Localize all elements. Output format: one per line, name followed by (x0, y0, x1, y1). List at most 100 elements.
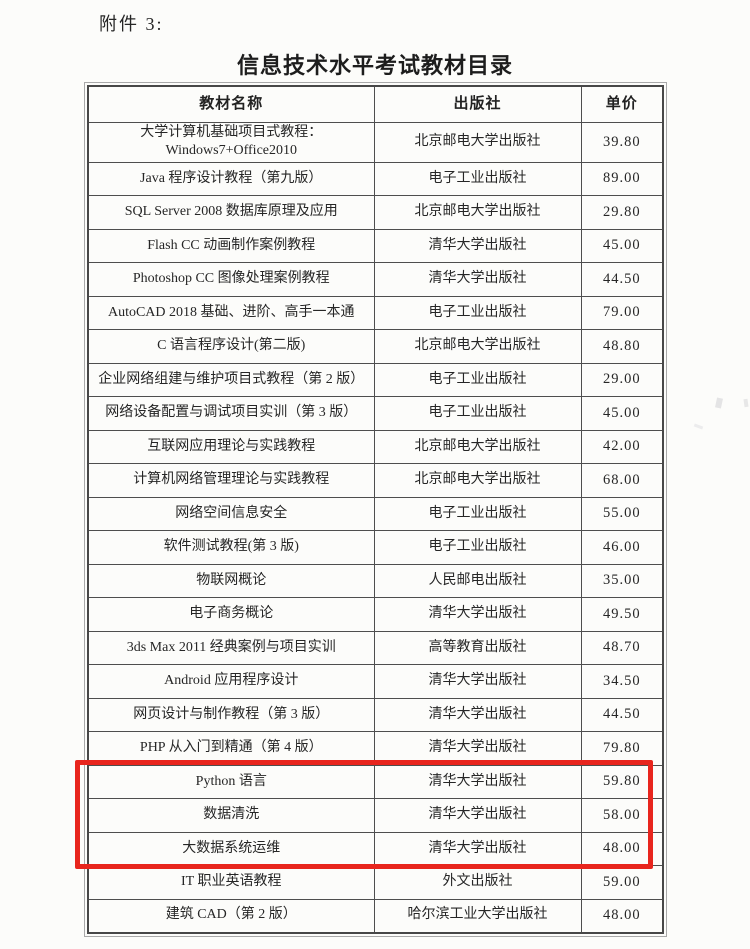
cell-price: 42.00 (580, 429, 664, 464)
cell-price: 44.50 (580, 262, 664, 297)
cell-price: 45.00 (580, 396, 664, 431)
cell-publisher: 电子工业出版社 (373, 496, 582, 531)
table-row: Python 语言 清华大学出版社 59.80 (87, 764, 664, 799)
cell-price: 89.00 (580, 161, 664, 196)
table-row: 计算机网络管理理论与实践教程 北京邮电大学出版社 68.00 (87, 463, 664, 498)
cell-price: 48.00 (580, 898, 664, 933)
table-row: 大数据系统运维 清华大学出版社 48.00 (87, 831, 664, 866)
cell-publisher: 外文出版社 (373, 865, 582, 900)
cell-name: 物联网概论 (87, 563, 375, 598)
table-row: Java 程序设计教程（第九版） 电子工业出版社 89.00 (87, 161, 664, 196)
cell-price: 48.80 (580, 329, 664, 364)
cell-publisher: 清华大学出版社 (373, 697, 582, 732)
cell-publisher: 清华大学出版社 (373, 831, 582, 866)
attachment-label: 附件 3: (99, 14, 164, 34)
cell-name: 软件测试教程(第 3 版) (87, 530, 375, 565)
cell-publisher: 北京邮电大学出版社 (373, 121, 582, 163)
scan-artifact (693, 423, 704, 430)
cell-name: 3ds Max 2011 经典案例与项目实训 (87, 630, 375, 665)
scan-artifact (743, 398, 749, 408)
table-row: 网页设计与制作教程（第 3 版） 清华大学出版社 44.50 (87, 697, 664, 732)
table-row: 网络空间信息安全 电子工业出版社 55.00 (87, 496, 664, 531)
table-row: C 语言程序设计(第二版) 北京邮电大学出版社 48.80 (87, 329, 664, 364)
table-row: 数据清洗 清华大学出版社 58.00 (87, 798, 664, 833)
cell-publisher: 北京邮电大学出版社 (373, 195, 582, 230)
table-row: 软件测试教程(第 3 版) 电子工业出版社 46.00 (87, 530, 664, 565)
cell-name: 网络空间信息安全 (87, 496, 375, 531)
cell-publisher: 清华大学出版社 (373, 262, 582, 297)
cell-publisher: 北京邮电大学出版社 (373, 463, 582, 498)
table-row: 企业网络组建与维护项目式教程（第 2 版） 电子工业出版社 29.00 (87, 362, 664, 397)
cell-price: 59.80 (580, 764, 664, 799)
table-row: 电子商务概论 清华大学出版社 49.50 (87, 597, 664, 632)
cell-name: 计算机网络管理理论与实践教程 (87, 463, 375, 498)
cell-price: 48.00 (580, 831, 664, 866)
cell-price: 45.00 (580, 228, 664, 263)
cell-name: IT 职业英语教程 (87, 865, 375, 900)
cell-price: 29.00 (580, 362, 664, 397)
cell-publisher: 清华大学出版社 (373, 664, 582, 699)
cell-publisher: 清华大学出版社 (373, 798, 582, 833)
cell-price: 34.50 (580, 664, 664, 699)
column-header-price: 单价 (580, 85, 664, 123)
cell-publisher: 高等教育出版社 (373, 630, 582, 665)
cell-price: 59.00 (580, 865, 664, 900)
table-row: 物联网概论 人民邮电出版社 35.00 (87, 563, 664, 598)
scan-artifact (715, 397, 723, 409)
cell-name: AutoCAD 2018 基础、进阶、高手一本通 (87, 295, 375, 330)
cell-price: 55.00 (580, 496, 664, 531)
table-row: SQL Server 2008 数据库原理及应用 北京邮电大学出版社 29.80 (87, 195, 664, 230)
table-row: AutoCAD 2018 基础、进阶、高手一本通 电子工业出版社 79.00 (87, 295, 664, 330)
table-row: 互联网应用理论与实践教程 北京邮电大学出版社 42.00 (87, 429, 664, 464)
table-row: 建筑 CAD（第 2 版） 哈尔滨工业大学出版社 48.00 (87, 898, 664, 933)
table-row: PHP 从入门到精通（第 4 版） 清华大学出版社 79.80 (87, 731, 664, 766)
cell-publisher: 电子工业出版社 (373, 362, 582, 397)
cell-name: SQL Server 2008 数据库原理及应用 (87, 195, 375, 230)
cell-name: Photoshop CC 图像处理案例教程 (87, 262, 375, 297)
cell-publisher: 电子工业出版社 (373, 530, 582, 565)
table-row: 大学计算机基础项目式教程： Windows7+Office2010 北京邮电大学出… (87, 121, 664, 163)
cell-publisher: 人民邮电出版社 (373, 563, 582, 598)
cell-name: 数据清洗 (87, 798, 375, 833)
cell-price: 49.50 (580, 597, 664, 632)
cell-price: 29.80 (580, 195, 664, 230)
cell-name: 网页设计与制作教程（第 3 版） (87, 697, 375, 732)
cell-price: 48.70 (580, 630, 664, 665)
cell-publisher: 电子工业出版社 (373, 161, 582, 196)
cell-name: 互联网应用理论与实践教程 (87, 429, 375, 464)
cell-publisher: 清华大学出版社 (373, 731, 582, 766)
cell-name: Flash CC 动画制作案例教程 (87, 228, 375, 263)
table-header-row: 教材名称 出版社 单价 (87, 85, 664, 123)
cell-price: 35.00 (580, 563, 664, 598)
table-row: IT 职业英语教程 外文出版社 59.00 (87, 865, 664, 900)
cell-price: 39.80 (580, 121, 664, 163)
cell-price: 68.00 (580, 463, 664, 498)
cell-name: 电子商务概论 (87, 597, 375, 632)
textbook-catalog-table: 教材名称 出版社 单价 大学计算机基础项目式教程： Windows7+Offic… (84, 82, 667, 937)
cell-name: Python 语言 (87, 764, 375, 799)
cell-name: C 语言程序设计(第二版) (87, 329, 375, 364)
cell-publisher: 电子工业出版社 (373, 295, 582, 330)
table-row: 3ds Max 2011 经典案例与项目实训 高等教育出版社 48.70 (87, 630, 664, 665)
table-body: 大学计算机基础项目式教程： Windows7+Office2010 北京邮电大学出… (87, 121, 664, 933)
cell-name: 大学计算机基础项目式教程： Windows7+Office2010 (87, 121, 375, 163)
cell-publisher: 北京邮电大学出版社 (373, 329, 582, 364)
column-header-name: 教材名称 (87, 85, 375, 123)
cell-price: 79.00 (580, 295, 664, 330)
cell-name: 企业网络组建与维护项目式教程（第 2 版） (87, 362, 375, 397)
cell-publisher: 清华大学出版社 (373, 228, 582, 263)
cell-name: PHP 从入门到精通（第 4 版） (87, 731, 375, 766)
table-row: Photoshop CC 图像处理案例教程 清华大学出版社 44.50 (87, 262, 664, 297)
table-row: 网络设备配置与调试项目实训（第 3 版） 电子工业出版社 45.00 (87, 396, 664, 431)
cell-publisher: 电子工业出版社 (373, 396, 582, 431)
cell-price: 46.00 (580, 530, 664, 565)
cell-price: 44.50 (580, 697, 664, 732)
cell-name: 网络设备配置与调试项目实训（第 3 版） (87, 396, 375, 431)
page-title: 信息技术水平考试教材目录 (236, 53, 513, 78)
table-row: Android 应用程序设计 清华大学出版社 34.50 (87, 664, 664, 699)
cell-name: Java 程序设计教程（第九版） (87, 161, 375, 196)
cell-publisher: 清华大学出版社 (373, 597, 582, 632)
column-header-publisher: 出版社 (373, 85, 582, 123)
cell-name: 大数据系统运维 (87, 831, 375, 866)
cell-publisher: 北京邮电大学出版社 (373, 429, 582, 464)
